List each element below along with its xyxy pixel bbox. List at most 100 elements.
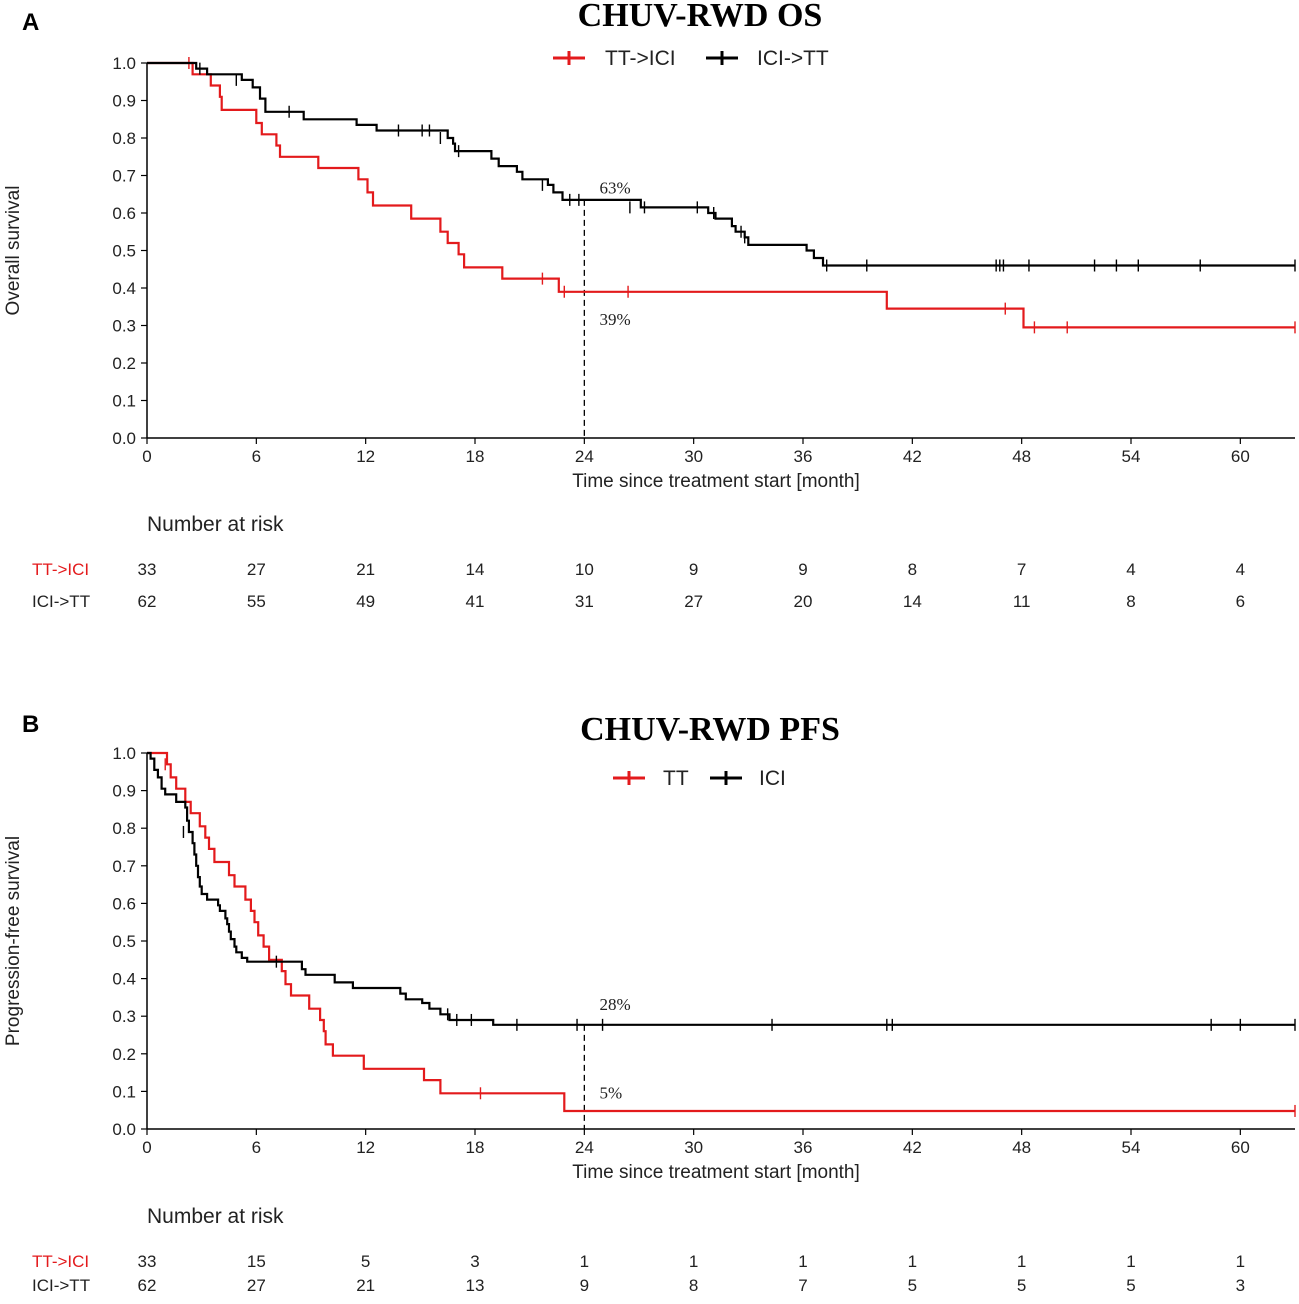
risk-count: 1: [798, 1252, 807, 1271]
y-tick-label: 0.0: [112, 1120, 136, 1139]
panel-letter: B: [22, 711, 39, 738]
panel-letter: A: [22, 9, 39, 36]
risk-count: 8: [689, 1276, 698, 1295]
x-tick-label: 18: [466, 1138, 485, 1157]
x-tick-label: 6: [252, 447, 261, 466]
y-tick-label: 1.0: [112, 54, 136, 73]
risk-row-label: ICI->TT: [32, 592, 90, 611]
risk-count: 11: [1013, 592, 1031, 611]
risk-count: 1: [1126, 1252, 1135, 1271]
x-tick-label: 48: [1012, 1138, 1031, 1157]
risk-count: 20: [794, 592, 813, 611]
survival-annotation: 28%: [599, 995, 630, 1014]
x-tick-label: 30: [684, 1138, 703, 1157]
x-tick-label: 36: [794, 447, 813, 466]
risk-count: 1: [908, 1252, 917, 1271]
risk-count: 62: [138, 592, 157, 611]
y-tick-label: 1.0: [112, 744, 136, 763]
chart-title: CHUV-RWD OS: [578, 0, 823, 34]
x-tick-label: 0: [142, 1138, 151, 1157]
legend-label: TT: [663, 767, 689, 790]
risk-count: 3: [470, 1252, 479, 1271]
risk-count: 10: [575, 560, 594, 579]
y-axis-title: Overall survival: [3, 186, 24, 316]
panel-a-os: A CHUV-RWD OS TT->ICI ICI->TT 0.0 0.1 0.2 0.3 0.…: [3, 0, 1296, 611]
risk-row-label: TT->ICI: [32, 1252, 89, 1271]
x-axis-title: Time since treatment start [month]: [572, 1162, 860, 1183]
risk-count: 41: [466, 592, 485, 611]
x-tick-label: 48: [1012, 447, 1031, 466]
x-axis-title: Time since treatment start [month]: [572, 471, 860, 492]
risk-count: 62: [138, 1276, 157, 1295]
risk-count: 49: [356, 592, 375, 611]
risk-count: 9: [798, 560, 807, 579]
risk-count: 9: [580, 1276, 589, 1295]
risk-count: 5: [908, 1276, 917, 1295]
y-tick-label: 0.8: [112, 819, 136, 838]
risk-count: 5: [361, 1252, 370, 1271]
y-tick-label: 0.9: [112, 782, 136, 801]
risk-count: 6: [1236, 592, 1245, 611]
risk-count: 21: [356, 560, 375, 579]
x-tick-label: 6: [252, 1138, 261, 1157]
km-curve-tt: [147, 751, 1295, 1113]
km-curve-ici: [147, 751, 1295, 1026]
risk-count: 8: [908, 560, 917, 579]
risk-count: 27: [684, 592, 703, 611]
risk-count: 13: [466, 1276, 485, 1295]
risk-count: 33: [138, 1252, 157, 1271]
risk-count: 31: [575, 592, 594, 611]
x-tick-label: 36: [794, 1138, 813, 1157]
risk-count: 8: [1126, 592, 1135, 611]
risk-count: 5: [1017, 1276, 1026, 1295]
risk-count: 9: [689, 560, 698, 579]
risk-count: 3: [1236, 1276, 1245, 1295]
x-tick-label: 42: [903, 447, 922, 466]
y-tick-label: 0.1: [112, 1082, 136, 1101]
x-tick-label: 24: [575, 1138, 594, 1157]
x-tick-label: 54: [1122, 447, 1141, 466]
y-tick-label: 0.4: [112, 970, 136, 989]
legend-label: TT->ICI: [605, 47, 676, 70]
km-curve-tt-ici: [147, 61, 1295, 329]
risk-table-title: Number at risk: [147, 513, 284, 536]
x-tick-label: 60: [1231, 1138, 1250, 1157]
x-tick-label: 24: [575, 447, 594, 466]
risk-row-label: TT->ICI: [32, 560, 89, 579]
y-tick-label: 0.8: [112, 129, 136, 148]
risk-count: 27: [247, 560, 266, 579]
risk-count: 14: [903, 592, 922, 611]
y-tick-label: 0.3: [112, 1007, 136, 1026]
risk-count: 55: [247, 592, 266, 611]
risk-count: 4: [1126, 560, 1135, 579]
y-tick-label: 0.7: [112, 167, 136, 186]
y-tick-label: 0.9: [112, 92, 136, 111]
y-tick-label: 0.6: [112, 204, 136, 223]
x-tick-label: 54: [1122, 1138, 1141, 1157]
y-tick-label: 0.5: [112, 932, 136, 951]
survival-annotation: 5%: [599, 1083, 622, 1102]
risk-table-title: Number at risk: [147, 1205, 284, 1228]
panel-b-pfs: B CHUV-RWD PFS TT ICI 0.0 0.1 0.2 0.3 0.4 0.5 0.6 0…: [3, 711, 1296, 1295]
risk-count: 1: [1236, 1252, 1245, 1271]
y-tick-label: 0.6: [112, 894, 136, 913]
y-axis-title: Progression-free survival: [3, 836, 24, 1046]
survival-annotation: 39%: [599, 310, 630, 329]
risk-row-label: ICI->TT: [32, 1276, 90, 1295]
risk-count: 27: [247, 1276, 266, 1295]
y-tick-label: 0.4: [112, 279, 136, 298]
y-tick-label: 0.2: [112, 354, 136, 373]
risk-count: 1: [580, 1252, 589, 1271]
y-tick-label: 0.2: [112, 1045, 136, 1064]
risk-count: 15: [247, 1252, 266, 1271]
y-tick-label: 0.0: [112, 429, 136, 448]
x-tick-label: 60: [1231, 447, 1250, 466]
x-tick-label: 12: [356, 1138, 375, 1157]
chart-title: CHUV-RWD PFS: [580, 711, 840, 748]
x-tick-label: 42: [903, 1138, 922, 1157]
risk-count: 1: [689, 1252, 698, 1271]
y-tick-label: 0.7: [112, 857, 136, 876]
y-tick-label: 0.3: [112, 317, 136, 336]
